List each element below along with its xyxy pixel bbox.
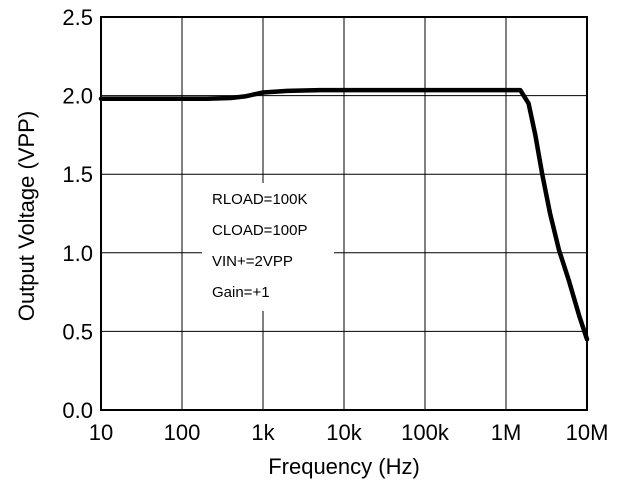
x-tick-label: 100 [164, 420, 201, 445]
y-tick-label: 1.5 [62, 162, 93, 187]
plot-frame [100, 16, 588, 411]
grid [101, 17, 587, 410]
x-tick-label: 10k [326, 420, 362, 445]
y-tick-label: 2.0 [62, 84, 93, 109]
y-tick-labels: 0.0 0.5 1.0 1.5 2.0 2.5 [62, 5, 93, 423]
annotation-rload: RLOAD=100K [212, 191, 307, 208]
x-tick-label: 10M [566, 420, 609, 445]
x-tick-label: 100k [401, 420, 450, 445]
y-tick-label: 2.5 [62, 5, 93, 30]
y-tick-label: 0.5 [62, 319, 93, 344]
x-tick-label: 1M [491, 420, 522, 445]
annotation-cload: CLOAD=100P [212, 222, 307, 239]
x-tick-label: 1k [251, 420, 275, 445]
y-axis-label: Output Voltage (VPP) [14, 111, 39, 321]
x-tick-label: 10 [89, 420, 113, 445]
annotation-vin: VIN+=2VPP [212, 253, 293, 270]
output-voltage-line [98, 87, 590, 342]
x-tick-labels: 10 100 1k 10k 100k 1M 10M [89, 420, 609, 445]
annotation-gain: Gain=+1 [212, 284, 270, 301]
x-axis-label: Frequency (Hz) [268, 454, 420, 479]
annotation-box [202, 183, 334, 311]
y-tick-label: 1.0 [62, 241, 93, 266]
y-tick-label: 0.0 [62, 398, 93, 423]
